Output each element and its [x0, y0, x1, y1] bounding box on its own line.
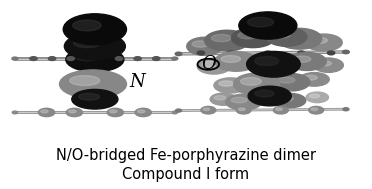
Ellipse shape: [210, 93, 236, 105]
Ellipse shape: [211, 34, 231, 42]
Ellipse shape: [66, 47, 124, 72]
Ellipse shape: [254, 90, 274, 97]
Ellipse shape: [205, 30, 249, 51]
Ellipse shape: [70, 76, 100, 86]
Ellipse shape: [231, 97, 247, 103]
Ellipse shape: [48, 57, 56, 60]
Ellipse shape: [226, 94, 262, 110]
Ellipse shape: [30, 57, 37, 60]
Ellipse shape: [304, 75, 317, 80]
Ellipse shape: [266, 27, 307, 46]
Ellipse shape: [172, 111, 177, 114]
Ellipse shape: [273, 74, 310, 91]
Ellipse shape: [66, 108, 83, 117]
Ellipse shape: [202, 61, 217, 67]
Text: O: O: [201, 55, 216, 73]
Ellipse shape: [214, 96, 226, 100]
Ellipse shape: [241, 77, 261, 85]
Ellipse shape: [272, 31, 291, 38]
Ellipse shape: [197, 51, 205, 55]
Ellipse shape: [172, 57, 178, 60]
Ellipse shape: [311, 37, 327, 43]
Text: Compound I form: Compound I form: [122, 167, 250, 182]
Ellipse shape: [299, 73, 329, 86]
Ellipse shape: [197, 58, 231, 74]
Ellipse shape: [41, 110, 48, 113]
Ellipse shape: [277, 28, 322, 49]
Ellipse shape: [255, 57, 279, 66]
Ellipse shape: [264, 51, 272, 55]
Ellipse shape: [107, 108, 124, 117]
Ellipse shape: [309, 106, 324, 114]
Ellipse shape: [38, 108, 55, 117]
Ellipse shape: [234, 73, 280, 95]
Ellipse shape: [314, 58, 343, 72]
Ellipse shape: [64, 33, 125, 60]
Ellipse shape: [294, 56, 311, 62]
Ellipse shape: [273, 106, 288, 114]
Ellipse shape: [63, 14, 126, 45]
Ellipse shape: [134, 57, 141, 60]
Ellipse shape: [231, 28, 275, 48]
Ellipse shape: [248, 86, 291, 106]
Ellipse shape: [221, 56, 241, 62]
Ellipse shape: [279, 96, 293, 101]
Ellipse shape: [238, 32, 257, 39]
Ellipse shape: [276, 108, 282, 111]
Ellipse shape: [74, 52, 101, 61]
Ellipse shape: [236, 106, 251, 114]
Ellipse shape: [343, 108, 349, 111]
Ellipse shape: [12, 111, 17, 114]
Ellipse shape: [176, 109, 182, 112]
Ellipse shape: [219, 81, 234, 86]
Ellipse shape: [227, 51, 234, 55]
Ellipse shape: [187, 37, 222, 55]
Ellipse shape: [79, 93, 99, 100]
Ellipse shape: [138, 110, 145, 113]
Ellipse shape: [239, 12, 297, 39]
Ellipse shape: [214, 78, 247, 93]
Ellipse shape: [110, 110, 117, 113]
Ellipse shape: [305, 34, 342, 51]
Ellipse shape: [298, 51, 305, 55]
Ellipse shape: [192, 41, 208, 47]
Ellipse shape: [306, 92, 328, 103]
Ellipse shape: [153, 57, 160, 60]
Ellipse shape: [238, 108, 245, 111]
Ellipse shape: [60, 70, 126, 98]
Ellipse shape: [69, 110, 76, 113]
Ellipse shape: [247, 17, 274, 27]
Ellipse shape: [275, 93, 306, 108]
Ellipse shape: [72, 89, 118, 109]
Ellipse shape: [288, 52, 326, 70]
Ellipse shape: [74, 38, 101, 48]
Ellipse shape: [310, 94, 320, 98]
Text: N/O-bridged Fe-porphyrazine dimer: N/O-bridged Fe-porphyrazine dimer: [56, 148, 316, 163]
Ellipse shape: [284, 33, 304, 40]
Ellipse shape: [247, 51, 300, 77]
Ellipse shape: [73, 20, 101, 31]
Text: N: N: [129, 73, 145, 91]
Ellipse shape: [318, 61, 331, 66]
Ellipse shape: [67, 57, 74, 60]
Ellipse shape: [327, 51, 335, 55]
Ellipse shape: [203, 108, 210, 111]
Ellipse shape: [201, 106, 216, 114]
Ellipse shape: [311, 108, 318, 111]
Ellipse shape: [115, 57, 123, 60]
Ellipse shape: [278, 77, 295, 83]
Ellipse shape: [12, 57, 18, 60]
Ellipse shape: [135, 108, 151, 117]
Ellipse shape: [175, 52, 182, 56]
Ellipse shape: [215, 52, 258, 71]
Ellipse shape: [343, 50, 349, 54]
